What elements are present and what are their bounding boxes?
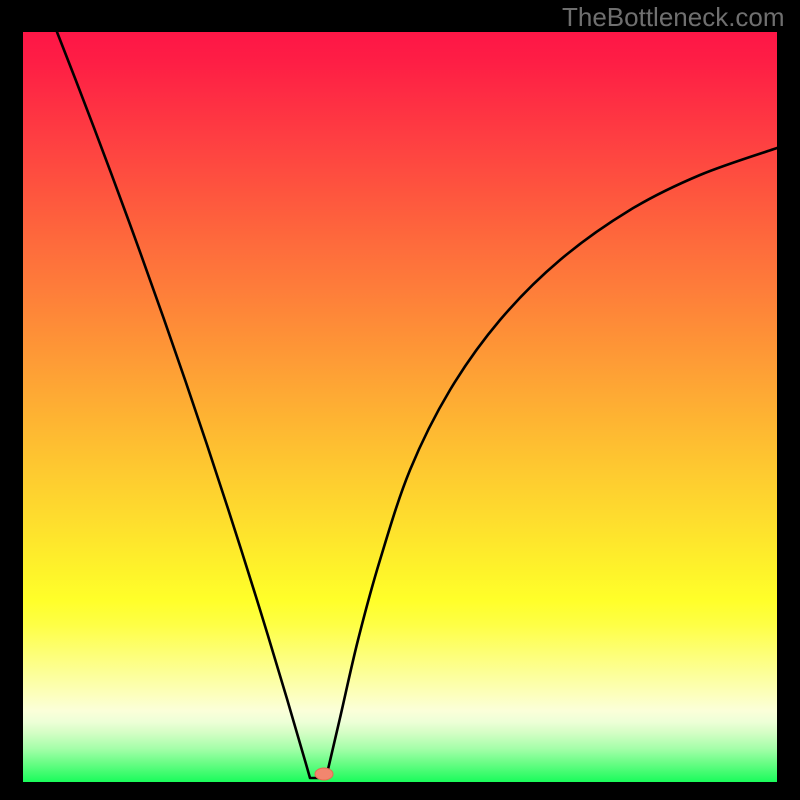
watermark-text: TheBottleneck.com [562, 2, 785, 33]
plot-background [23, 32, 777, 782]
minimum-marker [315, 768, 333, 780]
bottleneck-chart [0, 0, 800, 800]
